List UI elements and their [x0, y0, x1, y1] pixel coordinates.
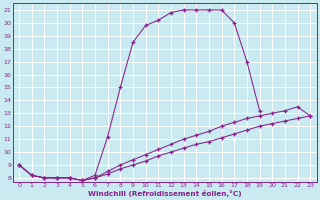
X-axis label: Windchill (Refroidissement éolien,°C): Windchill (Refroidissement éolien,°C) — [88, 190, 242, 197]
